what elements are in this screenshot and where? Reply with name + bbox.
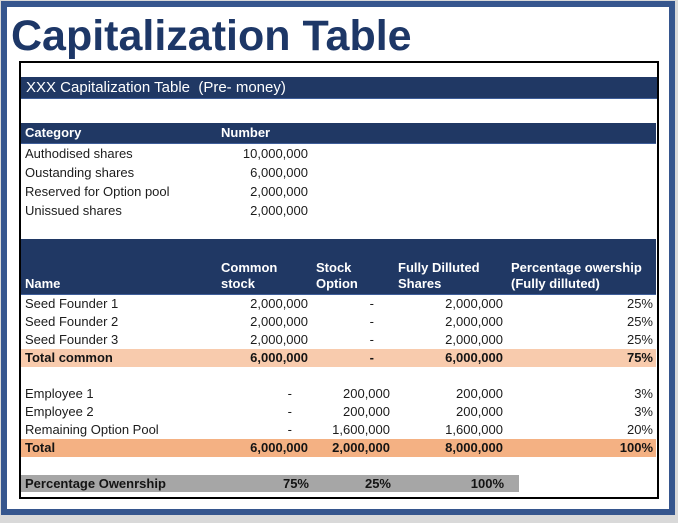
- cap-table: Name Common stock Stock Option Fully Dil…: [21, 239, 656, 457]
- cell-fully-dilluted: 200,000: [456, 386, 503, 401]
- column-header-percentage: Percentage owership (Fully dilluted): [507, 239, 656, 295]
- cell-stock-option: -: [312, 349, 394, 367]
- cell-category: Authodised shares: [25, 146, 133, 161]
- cell-fully-dilluted: 2,000,000: [445, 332, 503, 347]
- cell-fully-dilluted: 2,000,000: [445, 314, 503, 329]
- cell-fully-dilluted: 1,600,000: [445, 422, 503, 437]
- table-row: Unissued shares 2,000,000: [21, 201, 656, 220]
- cell-empty: [312, 163, 656, 182]
- cell-fully-dilluted: 8,000,000: [394, 439, 507, 457]
- column-header-fully-dilluted: Fully Dilluted Shares: [394, 239, 507, 295]
- cell-percentage: 20%: [626, 422, 653, 437]
- cell-percentage: 75%: [507, 349, 656, 367]
- table-row: Oustanding shares 6,000,000: [21, 163, 656, 182]
- cell-percentage: 25%: [626, 314, 653, 329]
- cell-stock-option: -: [369, 314, 374, 329]
- cell-number: 10,000,000: [242, 146, 308, 161]
- cell-name: Total: [21, 439, 217, 457]
- ownership-option-pct: 25%: [364, 476, 391, 491]
- cell-fully-dilluted: 200,000: [456, 404, 503, 419]
- column-header-name: Name: [21, 239, 217, 295]
- cell-common-stock: 6,000,000: [217, 349, 312, 367]
- ownership-label: Percentage Owenrship: [25, 476, 166, 491]
- cell-name: Employee 2: [25, 404, 94, 419]
- cell-number: 6,000,000: [250, 165, 308, 180]
- column-header-number: Number: [217, 123, 312, 144]
- column-header-filler: [312, 123, 656, 144]
- cell-common-stock: 2,000,000: [250, 314, 308, 329]
- spacer-row: [21, 367, 656, 385]
- category-table-header-row: Category Number: [21, 123, 656, 144]
- cell-category: Oustanding shares: [25, 165, 135, 180]
- total-common-row: Total common 6,000,000 - 6,000,000 75%: [21, 349, 656, 367]
- cell-common-stock: 6,000,000: [217, 439, 312, 457]
- page-frame: Capitalization Table XXX Capitalization …: [1, 1, 675, 515]
- cell-stock-option: -: [369, 332, 374, 347]
- cell-stock-option: -: [369, 296, 374, 311]
- cell-percentage: 3%: [634, 386, 653, 401]
- cell-fully-dilluted: 6,000,000: [394, 349, 507, 367]
- cell-empty: [312, 144, 656, 163]
- cell-common-stock: 2,000,000: [250, 296, 308, 311]
- page-title: Capitalization Table: [11, 12, 412, 60]
- ownership-fully-pct: 100%: [470, 476, 504, 491]
- column-header-category: Category: [21, 123, 217, 144]
- cell-common-stock: -: [287, 422, 292, 437]
- cell-name: Employee 1: [25, 386, 94, 401]
- table-row: Seed Founder 1 2,000,000 - 2,000,000 25%: [21, 295, 656, 313]
- percentage-ownership-band: Percentage Owenrship 75% 25% 100%: [21, 475, 519, 492]
- cell-common-stock: -: [287, 386, 292, 401]
- cell-fully-dilluted: 2,000,000: [445, 296, 503, 311]
- cap-table-header-row: Name Common stock Stock Option Fully Dil…: [21, 239, 656, 295]
- cell-number: 2,000,000: [250, 203, 308, 218]
- cell-stock-option: 200,000: [343, 386, 390, 401]
- cell-stock-option: 1,600,000: [332, 422, 390, 437]
- column-header-common-stock: Common stock: [217, 239, 312, 295]
- cell-percentage: 25%: [626, 296, 653, 311]
- cell-empty: [312, 182, 656, 201]
- cell-number: 2,000,000: [250, 184, 308, 199]
- cell-percentage: 3%: [634, 404, 653, 419]
- cell-name: Remaining Option Pool: [25, 422, 159, 437]
- cell-name: Seed Founder 3: [25, 332, 119, 347]
- cell-percentage: 25%: [626, 332, 653, 347]
- section-header: XXX Capitalization Table (Pre- money): [21, 77, 657, 99]
- table-row: Employee 2 - 200,000 200,000 3%: [21, 403, 656, 421]
- table-row: Employee 1 - 200,000 200,000 3%: [21, 385, 656, 403]
- total-row: Total 6,000,000 2,000,000 8,000,000 100%: [21, 439, 656, 457]
- table-row: Remaining Option Pool - 1,600,000 1,600,…: [21, 421, 656, 439]
- table-container: XXX Capitalization Table (Pre- money) Ca…: [19, 61, 659, 499]
- table-row: Authodised shares 10,000,000: [21, 144, 656, 163]
- cell-name: Seed Founder 1: [25, 296, 119, 311]
- cell-empty: [21, 367, 656, 385]
- cell-stock-option: 2,000,000: [312, 439, 394, 457]
- table-row: Seed Founder 2 2,000,000 - 2,000,000 25%: [21, 313, 656, 331]
- column-header-stock-option: Stock Option: [312, 239, 394, 295]
- cell-common-stock: 2,000,000: [250, 332, 308, 347]
- cell-percentage: 100%: [507, 439, 656, 457]
- cell-common-stock: -: [287, 404, 292, 419]
- cell-empty: [312, 201, 656, 220]
- cell-name: Seed Founder 2: [25, 314, 119, 329]
- table-row: Seed Founder 3 2,000,000 - 2,000,000 25%: [21, 331, 656, 349]
- cell-stock-option: 200,000: [343, 404, 390, 419]
- table-row: Reserved for Option pool 2,000,000: [21, 182, 656, 201]
- cell-category: Reserved for Option pool: [25, 184, 170, 199]
- share-category-table: Category Number Authodised shares 10,000…: [21, 123, 656, 220]
- cell-category: Unissued shares: [25, 203, 122, 218]
- cell-name: Total common: [21, 349, 217, 367]
- ownership-common-pct: 75%: [282, 476, 309, 491]
